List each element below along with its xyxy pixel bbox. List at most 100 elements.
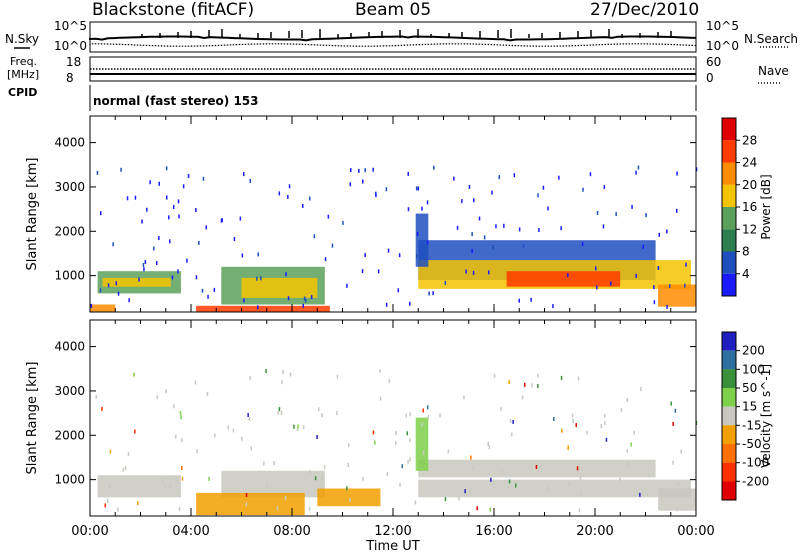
data-speck [266,483,268,488]
data-speck [287,296,290,301]
data-speck [409,301,411,306]
data-speck [524,382,526,387]
data-speck [666,229,668,234]
data-speck [461,199,463,204]
data-speck [245,502,248,507]
data-speck [187,174,190,178]
data-speck [676,507,678,511]
data-speck [602,224,605,229]
data-speck [417,186,420,191]
data-speck [576,466,579,471]
data-speck [281,380,283,385]
data-speck [297,424,299,429]
data-speck [245,493,248,497]
data-region [658,488,696,511]
data-speck [346,486,348,491]
data-speck [257,305,259,310]
colorbar-segment [722,184,736,208]
data-speck [531,383,533,388]
data-region [418,479,691,498]
data-speck [112,242,114,247]
data-speck [361,269,364,274]
data-speck [96,170,99,175]
data-speck [104,503,106,508]
data-speck [195,275,198,280]
data-speck [342,220,344,225]
data-speck [503,223,505,228]
data-speck [202,176,205,181]
x-tick-label: 04:00 [172,524,209,539]
data-speck [178,506,181,511]
data-speck [146,207,148,212]
colorbar-segment [722,207,736,230]
data-speck [302,303,304,308]
data-speck [572,419,574,423]
nsky-label: N.Sky [5,32,39,46]
date-title: 27/Dec/2010 [590,0,700,20]
data-speck [120,167,122,172]
data-speck [233,237,236,241]
data-speck [134,195,137,200]
nave-label: Nave [758,64,789,78]
data-speck [331,243,334,248]
data-speck [327,214,330,219]
data-speck [458,496,460,501]
data-speck [385,302,388,307]
data-speck [603,185,606,190]
velocity-panel: 1000 2000 3000 4000 Slant Range [km] 200 100 50… [25,319,773,517]
colorbar-segment [722,251,736,274]
data-speck [265,369,267,374]
colorbar-tick-label: -200 [742,474,769,488]
data-speck [603,414,606,418]
y-axis-label: Slant Range [km] [25,158,40,271]
data-speck [388,379,391,383]
data-speck [685,262,687,267]
nsky-series [89,35,697,42]
colorbar-segment [722,462,736,482]
data-speck [582,187,584,192]
data-speck [401,464,403,469]
data-speck [637,165,640,170]
data-speck [284,496,287,500]
data-speck [398,253,401,258]
data-speck [409,457,411,462]
data-speck [399,482,401,487]
data-speck [492,245,494,250]
data-speck [542,185,545,190]
data-speck [604,421,606,426]
colorbar-segment [722,118,736,141]
data-speck [428,291,430,296]
data-speck [321,413,323,418]
data-speck [287,194,289,199]
colorbar-frame [721,331,737,501]
data-speck [305,298,307,303]
data-speck [101,406,103,411]
cpid-strip: CPID normal (fast stereo) 153 [8,85,697,111]
data-speck [500,407,502,412]
data-speck [175,477,177,482]
data-region [97,475,181,498]
data-speck [567,273,569,278]
data-speck [427,415,429,420]
data-speck [220,218,223,223]
data-speck [309,470,311,475]
data-speck [422,408,424,413]
data-speck [109,449,112,454]
data-speck [558,175,560,180]
data-speck [645,213,647,218]
y-tick-label: 4000 [54,136,85,150]
data-speck [653,300,656,305]
data-speck [491,190,493,195]
data-speck [515,483,517,488]
y-tick-label: 3000 [54,384,85,398]
data-speck [198,240,200,245]
colorbar-tick-label: -50 [742,437,762,451]
data-speck [537,384,539,389]
data-speck [642,244,644,249]
data-speck [278,407,281,412]
data-speck [285,272,287,277]
data-speck [560,375,563,380]
data-speck [463,395,465,400]
y-tick-label: 2000 [54,428,85,442]
data-speck [303,296,306,301]
